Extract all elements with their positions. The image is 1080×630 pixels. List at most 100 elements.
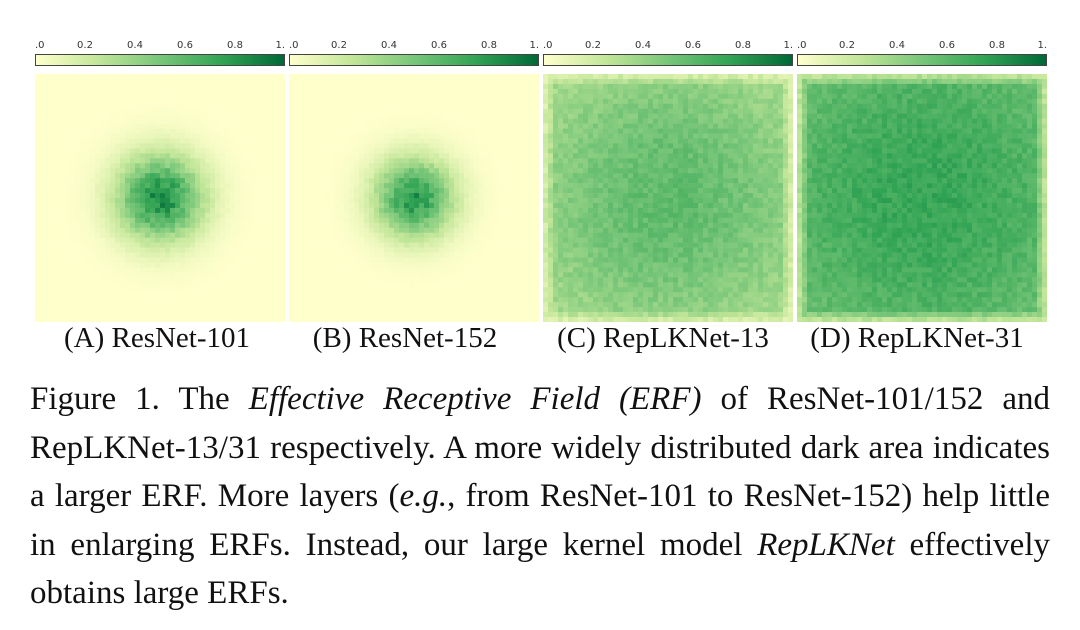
erf-cell [364, 93, 370, 100]
erf-cell [55, 277, 61, 283]
erf-cell [255, 148, 261, 154]
erf-cell [434, 153, 440, 159]
erf-cell [200, 123, 206, 129]
erf-cell [140, 163, 146, 169]
erf-cell [364, 193, 370, 199]
erf-cell [489, 207, 495, 214]
erf-cell [394, 242, 400, 248]
erf-cell [80, 207, 86, 214]
erf-cell [499, 148, 505, 154]
erf-cell [160, 183, 166, 189]
erf-cell [210, 202, 216, 209]
erf-cell [329, 198, 335, 204]
erf-cell [55, 128, 61, 134]
erf-cell [529, 93, 535, 100]
erf-cell [414, 252, 420, 258]
erf-cell [280, 188, 285, 194]
erf-cell [65, 212, 71, 219]
erf-cell [135, 237, 141, 243]
erf-cell [484, 297, 490, 303]
erf-cell [80, 138, 86, 144]
erf-cell [514, 257, 520, 263]
erf-cell [339, 252, 345, 258]
erf-cell [190, 173, 196, 179]
erf-cell [429, 103, 435, 110]
erf-cell [309, 153, 315, 159]
erf-cell [524, 178, 530, 184]
erf-cell [469, 88, 475, 95]
erf-cell [424, 287, 430, 293]
erf-cell [449, 252, 455, 258]
erf-cell [145, 178, 151, 184]
erf-cell [195, 257, 201, 263]
erf-cell [70, 292, 76, 298]
erf-cell [449, 78, 455, 85]
erf-cell [45, 128, 51, 134]
erf-cell [374, 83, 380, 90]
erf-cell [235, 93, 241, 100]
erf-cell [289, 193, 295, 199]
erf-cell [110, 138, 116, 144]
erf-cell [265, 272, 271, 278]
erf-cell [40, 262, 46, 268]
erf-cell [225, 207, 231, 214]
erf-cell [399, 133, 405, 139]
erf-cell [304, 78, 310, 85]
erf-cell [404, 292, 410, 298]
erf-cell [349, 222, 355, 229]
erf-cell [205, 168, 211, 174]
erf-cell [35, 302, 41, 308]
erf-cell [200, 307, 206, 313]
erf-cell [509, 163, 515, 169]
erf-cell [40, 138, 46, 144]
erf-cell [494, 128, 500, 134]
erf-cell [265, 317, 271, 322]
erf-cell [160, 118, 166, 124]
erf-cell [339, 148, 345, 154]
erf-cell [474, 302, 480, 308]
erf-cell [115, 188, 121, 194]
erf-cell [45, 158, 51, 164]
erf-cell [534, 198, 539, 204]
erf-cell [479, 188, 485, 194]
erf-cell [449, 118, 455, 124]
erf-cell [225, 282, 231, 288]
erf-cell [45, 113, 51, 119]
erf-cell [65, 148, 71, 154]
erf-cell [60, 232, 66, 238]
erf-cell [469, 272, 475, 278]
erf-cell [399, 113, 405, 119]
erf-cell [45, 148, 51, 154]
erf-cell [304, 188, 310, 194]
erf-cell [165, 188, 171, 194]
erf-cell [145, 88, 151, 95]
erf-cell [255, 317, 261, 322]
erf-cell [120, 287, 126, 293]
erf-cell [240, 202, 246, 209]
erf-cell [394, 78, 400, 85]
erf-cell [334, 242, 340, 248]
erf-cell [324, 222, 330, 229]
erf-cell [534, 267, 539, 273]
erf-cell [80, 257, 86, 263]
erf-cell [399, 207, 405, 214]
erf-cell [250, 282, 256, 288]
erf-cell [110, 123, 116, 129]
erf-cell [130, 262, 136, 268]
erf-cell [85, 272, 91, 278]
erf-cell [449, 237, 455, 243]
erf-cell [459, 113, 465, 119]
erf-cell [130, 133, 136, 139]
erf-cell [479, 128, 485, 134]
erf-cell [374, 292, 380, 298]
erf-cell [270, 287, 276, 293]
erf-cell [225, 88, 231, 95]
erf-cell [439, 173, 445, 179]
erf-cell [324, 178, 330, 184]
erf-cell [245, 252, 251, 258]
erf-cell [364, 222, 370, 229]
erf-cell [484, 188, 490, 194]
erf-cell [344, 158, 350, 164]
erf-cell [170, 78, 176, 85]
erf-cell [205, 222, 211, 229]
